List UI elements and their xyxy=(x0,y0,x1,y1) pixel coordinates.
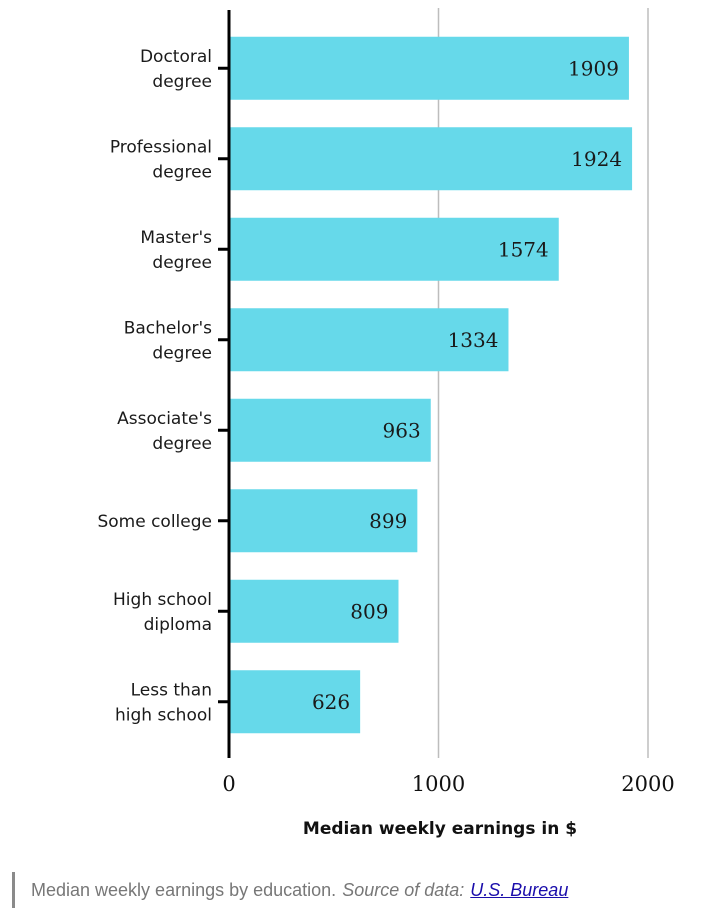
category-label: high school xyxy=(115,705,212,725)
data-label: 1334 xyxy=(448,328,499,352)
x-tick-labels: 0 1000 2000 xyxy=(222,772,674,796)
bar xyxy=(229,579,399,643)
category-label: degree xyxy=(152,162,212,182)
source-link[interactable]: U.S. Bureau xyxy=(470,879,569,900)
category-label: degree xyxy=(152,434,212,454)
category-label: Master's xyxy=(140,228,212,248)
category-label: degree xyxy=(152,343,212,363)
x-tick-label: 0 xyxy=(222,772,235,796)
category-label: Doctoral xyxy=(140,47,212,67)
category-label: Some college xyxy=(97,512,212,532)
data-label: 1909 xyxy=(568,56,619,80)
caption-source-prefix: Source of data: xyxy=(342,879,465,900)
caption-text: Median weekly earnings by education. xyxy=(31,879,337,900)
category-labels: Doctoral degree Professional degree Master's… xyxy=(97,47,212,726)
bar xyxy=(229,217,559,281)
bars: 1909 1924 1574 1334 963 899 809 626 xyxy=(229,36,633,734)
bar xyxy=(229,36,629,100)
data-label: 1924 xyxy=(571,147,622,171)
data-label: 899 xyxy=(369,509,407,533)
x-axis-label: Median weekly earnings in $ xyxy=(303,819,577,839)
bar xyxy=(229,308,509,372)
category-label: diploma xyxy=(144,615,212,635)
category-label: Less than xyxy=(131,680,212,700)
category-label: Associate's xyxy=(117,409,212,429)
x-tick-label: 1000 xyxy=(412,772,465,796)
bar xyxy=(229,127,633,191)
bar xyxy=(229,670,361,734)
data-label: 963 xyxy=(383,418,421,442)
category-label: Professional xyxy=(110,137,212,157)
gridlines xyxy=(437,8,649,758)
data-label: 1574 xyxy=(498,237,549,261)
bar xyxy=(229,398,431,462)
axes xyxy=(218,10,231,758)
category-label: Bachelor's xyxy=(124,318,212,338)
category-label: High school xyxy=(113,590,212,610)
bar xyxy=(229,489,418,553)
category-label: degree xyxy=(152,253,212,273)
x-tick-label: 2000 xyxy=(621,772,674,796)
category-label: degree xyxy=(152,72,212,92)
bar-chart: 1909 1924 1574 1334 963 899 809 626 Doctoral deg… xyxy=(97,8,675,839)
figure-caption: Median weekly earnings by education. Sou… xyxy=(12,872,692,908)
data-label: 626 xyxy=(312,690,350,714)
data-label: 809 xyxy=(350,599,388,623)
